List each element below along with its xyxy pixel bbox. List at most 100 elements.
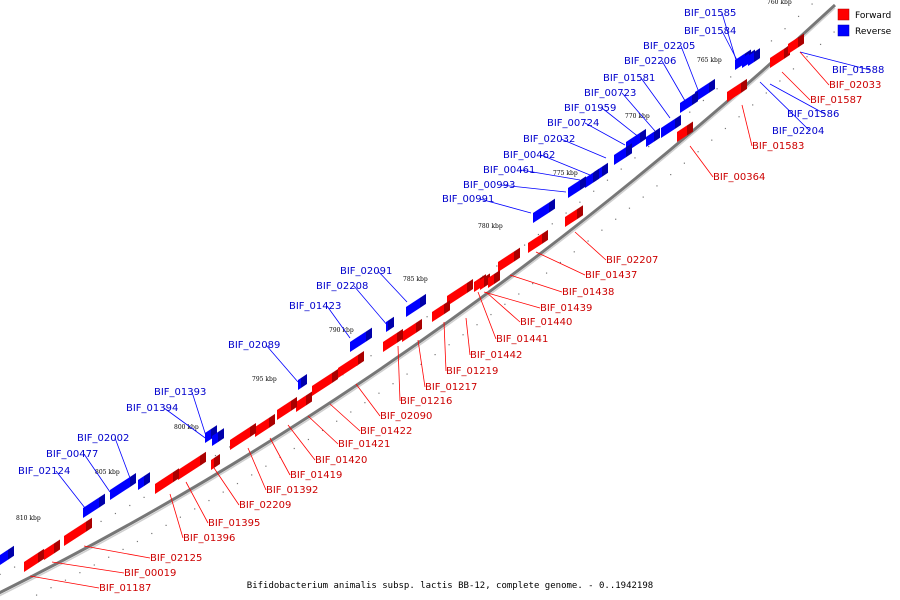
gene-label[interactable]: BIF_00461 (483, 165, 535, 176)
gene-label[interactable]: BIF_01959 (564, 103, 616, 114)
gene-label[interactable]: BIF_01394 (126, 403, 178, 414)
gene-box (498, 247, 520, 272)
tick-mark (64, 579, 67, 581)
gene-label[interactable]: BIF_01587 (810, 95, 862, 106)
gene-box (727, 78, 747, 102)
gene-label[interactable]: BIF_01217 (425, 382, 477, 393)
tick-mark (551, 223, 553, 225)
gene-label[interactable]: BIF_00364 (713, 172, 765, 183)
gene-label[interactable]: BIF_01419 (290, 470, 342, 481)
gene-label[interactable]: BIF_00477 (46, 449, 98, 460)
legend-forward-label: Forward (855, 11, 891, 21)
tick-mark (114, 512, 117, 515)
gene-label[interactable]: BIF_01437 (585, 270, 637, 281)
gene-label[interactable]: BIF_01439 (540, 303, 592, 314)
tick-mark (504, 303, 506, 305)
gene-label[interactable]: BIF_01420 (315, 455, 367, 466)
gene-leader-line (485, 291, 521, 323)
tick-mark (833, 31, 835, 33)
gene-label[interactable]: BIF_01392 (266, 485, 318, 496)
gene-label[interactable]: BIF_01581 (603, 73, 655, 84)
gene-leader-line (417, 339, 426, 388)
gene-label[interactable]: BIF_02209 (239, 500, 291, 511)
gene-label[interactable]: BIF_02090 (380, 411, 432, 422)
gene-box (748, 48, 760, 66)
gene-label[interactable]: BIF_02091 (340, 266, 392, 277)
gene-label[interactable]: BIF_00991 (442, 194, 494, 205)
gene-label[interactable]: BIF_01423 (289, 301, 341, 312)
gene-label[interactable]: BIF_01396 (183, 533, 235, 544)
gene-label[interactable]: BIF_02204 (772, 126, 824, 137)
gene-label[interactable]: BIF_01219 (446, 366, 498, 377)
gene-label[interactable]: BIF_01585 (684, 8, 736, 19)
tick-mark (378, 392, 380, 394)
tick-mark (93, 564, 95, 566)
tick-mark (523, 244, 526, 246)
tick-mark (208, 499, 210, 502)
tick-mark (648, 145, 650, 148)
tick-mark (656, 185, 658, 187)
legend: Forward Reverse (837, 8, 892, 37)
gene-leader-line (689, 145, 714, 178)
gene-label[interactable]: BIF_02207 (606, 255, 658, 266)
tick-mark (537, 233, 540, 236)
gene-leader-line (51, 561, 125, 574)
gene-label[interactable]: BIF_02205 (643, 41, 695, 52)
gene-label[interactable]: BIF_02032 (523, 134, 575, 145)
tick-mark (476, 324, 478, 326)
gene-label[interactable]: BIF_01422 (360, 426, 412, 437)
gene-leader-line (560, 138, 607, 159)
tick-mark (35, 594, 38, 596)
gene-leader-line (759, 81, 811, 132)
gene-label[interactable]: BIF_01216 (400, 396, 452, 407)
gene-label[interactable]: BIF_00462 (503, 150, 555, 161)
gene-box (661, 114, 681, 138)
gene-label[interactable]: BIF_00723 (584, 88, 636, 99)
gene-label[interactable]: BIF_00724 (547, 118, 599, 129)
tick-mark (806, 56, 808, 58)
gene-leader-line (741, 104, 753, 147)
tick-mark (670, 173, 672, 176)
gene-box (44, 539, 60, 560)
gene-label[interactable]: BIF_00019 (124, 568, 176, 579)
gene-label[interactable]: BIF_02208 (316, 281, 368, 292)
gene-label[interactable]: BIF_01442 (470, 350, 522, 361)
gene-label[interactable]: BIF_02002 (77, 433, 129, 444)
gene-label[interactable]: BIF_01583 (752, 141, 804, 152)
gene-label[interactable]: BIF_01421 (338, 439, 390, 450)
tick-mark (194, 508, 196, 510)
gene-box (646, 127, 660, 147)
gene-box (298, 374, 307, 390)
gene-label[interactable]: BIF_02206 (624, 56, 676, 67)
tick-mark (122, 548, 124, 551)
tick-label: 765 kbp (697, 57, 722, 64)
gene-leader-line (326, 305, 351, 339)
gene-leader-line (211, 464, 240, 506)
gene-box (402, 318, 422, 342)
gene-label[interactable]: BIF_01393 (154, 387, 206, 398)
tick-mark (819, 43, 822, 46)
gene-leader-line (377, 270, 408, 303)
gene-label[interactable]: BIF_01440 (520, 317, 572, 328)
tick-mark (129, 504, 131, 507)
gene-label[interactable]: BIF_01586 (787, 109, 839, 120)
gene-label[interactable]: BIF_02124 (18, 466, 70, 477)
gene-label[interactable]: BIF_02033 (829, 80, 881, 91)
gene-label[interactable]: BIF_01588 (832, 65, 884, 76)
legend-reverse-swatch (837, 24, 850, 37)
gene-label[interactable]: BIF_01441 (496, 334, 548, 345)
label-layer: BIF_01585 BIF_01584 BIF_02205 BIF_02206 BIF_… (18, 8, 884, 594)
gene-label[interactable]: BIF_02089 (228, 340, 280, 351)
gene-label[interactable]: BIF_01584 (684, 26, 736, 37)
gene-label[interactable]: BIF_00993 (463, 180, 515, 191)
tick-mark (615, 218, 617, 220)
gene-leader-line (483, 291, 541, 309)
tick-mark (143, 496, 145, 498)
gene-leader-line (769, 83, 826, 115)
gene-label[interactable]: BIF_01438 (562, 287, 614, 298)
gene-box (230, 423, 256, 450)
gene-label[interactable]: BIF_01187 (99, 583, 151, 594)
gene-label[interactable]: BIF_01395 (208, 518, 260, 529)
gene-label[interactable]: BIF_02125 (150, 553, 202, 564)
